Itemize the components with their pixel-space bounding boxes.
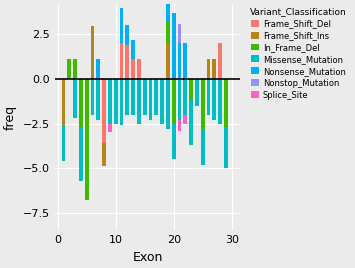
Bar	[67, 59, 71, 79]
Bar	[120, 43, 124, 79]
Y-axis label: freq: freq	[4, 105, 17, 130]
Bar	[85, 79, 88, 200]
Bar	[102, 143, 106, 166]
Bar	[125, 25, 129, 45]
Bar	[102, 79, 106, 143]
Bar	[137, 79, 141, 124]
Bar	[201, 129, 204, 165]
Bar	[125, 45, 129, 79]
Bar	[184, 43, 187, 79]
Bar	[108, 79, 112, 124]
Bar	[166, 22, 170, 43]
Bar	[73, 79, 77, 118]
Bar	[79, 79, 83, 127]
Bar	[131, 79, 135, 115]
Bar	[108, 124, 112, 132]
Bar	[96, 79, 100, 120]
Bar	[218, 43, 222, 79]
Bar	[166, 79, 170, 129]
Bar	[189, 79, 193, 100]
Bar	[120, 8, 124, 43]
Bar	[137, 59, 141, 79]
Bar	[120, 79, 124, 125]
Bar	[224, 127, 228, 168]
Bar	[166, 2, 170, 22]
Bar	[178, 120, 181, 131]
Bar	[73, 59, 77, 79]
Bar	[91, 27, 94, 79]
Bar	[172, 79, 176, 124]
Bar	[91, 79, 94, 115]
Bar	[213, 79, 216, 120]
Bar	[96, 58, 100, 79]
Legend: Frame_Shift_Del, Frame_Shift_Ins, In_Frame_Del, Missense_Mutation, Nonsense_Muta: Frame_Shift_Del, Frame_Shift_Ins, In_Fra…	[246, 4, 350, 103]
Bar	[195, 79, 199, 106]
Bar	[184, 115, 187, 124]
Bar	[207, 79, 211, 115]
Bar	[178, 24, 181, 43]
Bar	[172, 13, 176, 79]
Bar	[154, 79, 158, 115]
Bar	[172, 124, 176, 159]
Bar	[201, 79, 204, 129]
Bar	[114, 79, 118, 124]
Bar	[61, 125, 65, 161]
Bar	[166, 43, 170, 79]
Bar	[184, 79, 187, 115]
Bar	[131, 40, 135, 59]
Bar	[125, 79, 129, 115]
Bar	[61, 79, 65, 125]
Bar	[218, 79, 222, 124]
Bar	[207, 59, 211, 79]
Bar	[143, 79, 147, 115]
Bar	[149, 79, 152, 120]
Bar	[189, 100, 193, 145]
Bar	[213, 59, 216, 79]
Bar	[224, 79, 228, 127]
Bar	[178, 43, 181, 79]
Bar	[131, 59, 135, 79]
Bar	[79, 127, 83, 181]
X-axis label: Exon: Exon	[132, 251, 163, 264]
Bar	[178, 79, 181, 120]
Bar	[160, 79, 164, 124]
